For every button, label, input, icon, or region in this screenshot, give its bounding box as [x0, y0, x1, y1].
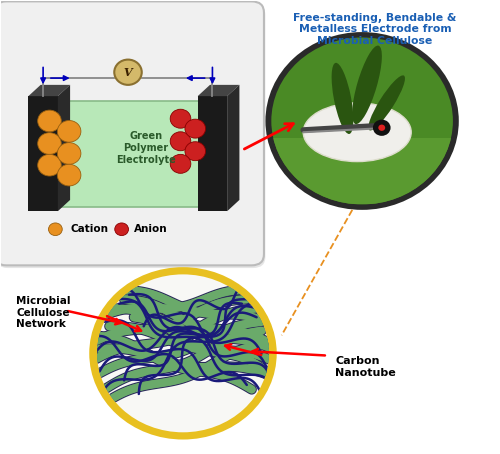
Circle shape [114, 59, 142, 85]
Circle shape [58, 120, 81, 142]
Circle shape [38, 133, 62, 154]
Circle shape [38, 110, 62, 132]
Ellipse shape [332, 63, 353, 134]
Circle shape [97, 274, 269, 432]
Bar [198, 96, 227, 211]
Circle shape [185, 142, 206, 161]
Circle shape [378, 124, 385, 131]
Text: Free-standing, Bendable &
Metalless Electrode from
Microbial Cellulose: Free-standing, Bendable & Metalless Elec… [294, 13, 457, 46]
Polygon shape [58, 85, 70, 211]
Polygon shape [28, 85, 70, 96]
Circle shape [48, 223, 62, 236]
Circle shape [38, 154, 62, 176]
Circle shape [115, 223, 128, 236]
Ellipse shape [368, 75, 405, 130]
Bar [28, 96, 58, 211]
Text: Carbon
Nanotube: Carbon Nanotube [335, 356, 396, 378]
FancyBboxPatch shape [0, 4, 266, 268]
Text: Microbial
Cellulose
Network: Microbial Cellulose Network [16, 296, 70, 329]
Circle shape [266, 32, 459, 210]
Circle shape [170, 154, 191, 173]
Text: V: V [124, 67, 132, 78]
Text: Anion: Anion [134, 224, 168, 234]
FancyBboxPatch shape [0, 1, 264, 265]
Circle shape [185, 119, 206, 138]
Circle shape [272, 38, 453, 204]
Text: Green
Polymer
Electrolyte: Green Polymer Electrolyte [116, 132, 176, 165]
Polygon shape [198, 85, 239, 96]
Circle shape [170, 109, 191, 128]
Circle shape [373, 119, 390, 136]
Circle shape [58, 164, 81, 186]
Ellipse shape [352, 45, 382, 124]
Circle shape [170, 132, 191, 151]
Ellipse shape [303, 103, 411, 162]
Circle shape [58, 143, 81, 164]
Circle shape [89, 267, 276, 439]
Bar [56, 101, 200, 207]
Text: Cation: Cation [70, 224, 108, 234]
Bar [272, 138, 453, 204]
Polygon shape [227, 85, 239, 211]
